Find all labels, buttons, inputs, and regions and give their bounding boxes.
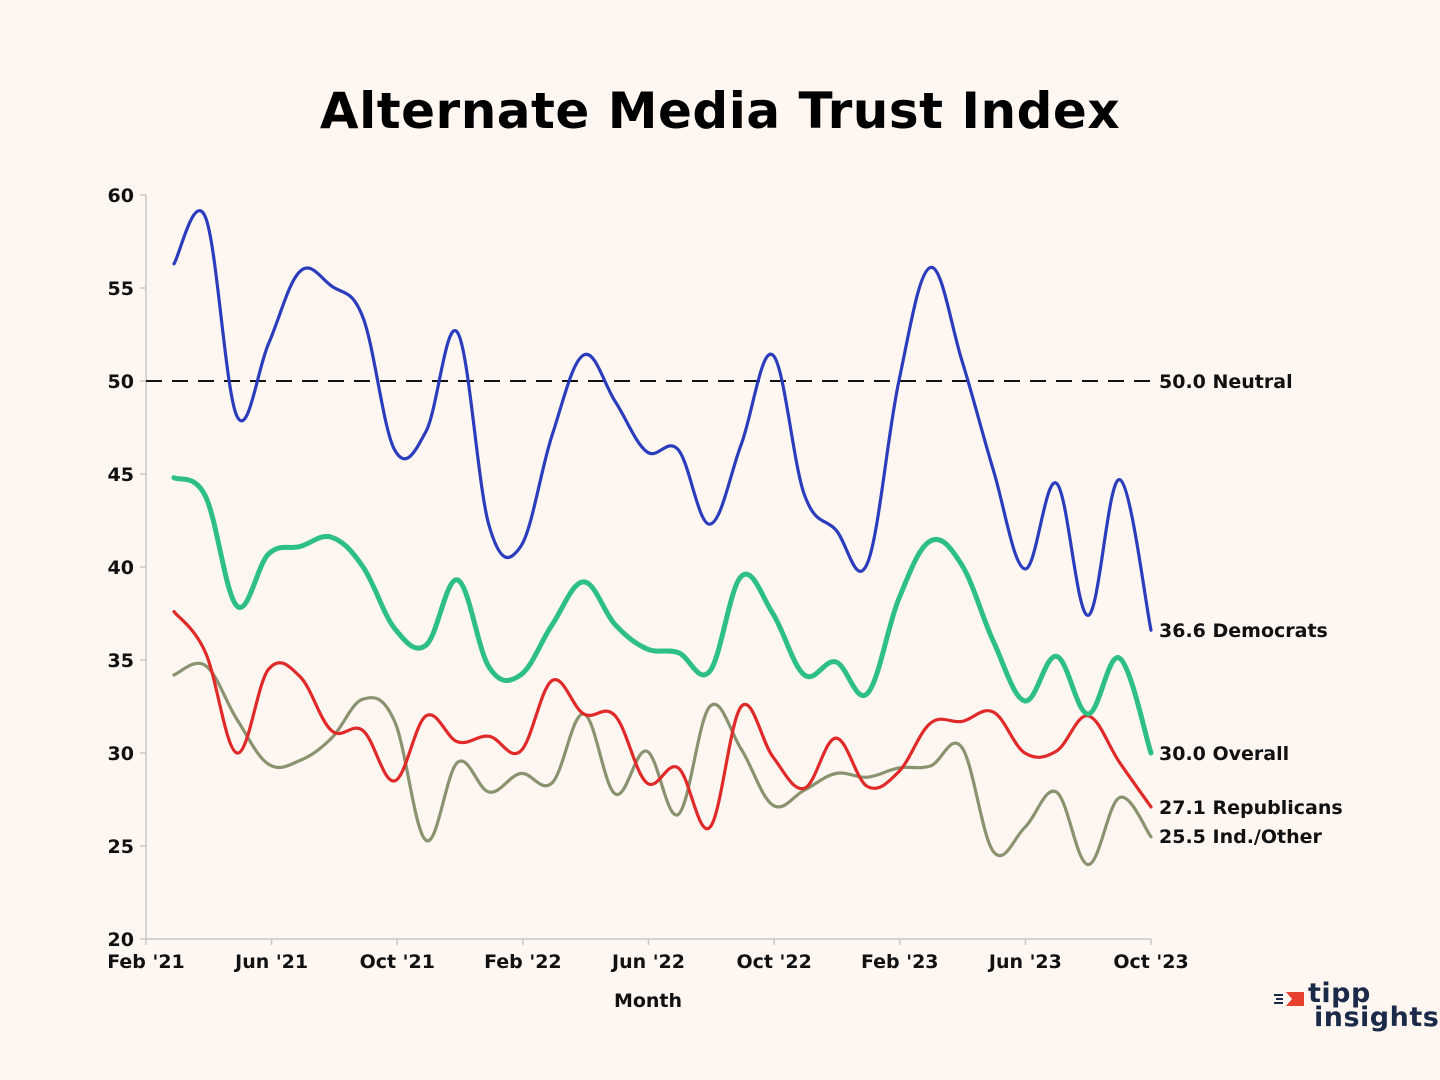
x-tick-label: Oct '21 [360,951,435,973]
logo-arrow-icon [1274,992,1304,1006]
x-tick-label: Jun '21 [233,951,308,973]
logo-text-insights: insights [1314,1002,1440,1033]
x-axis-title: Month [614,990,682,1012]
series-line-democrats [172,209,1153,632]
end-label-democrats: 36.6 Democrats [1159,620,1328,642]
end-label-republicans: 27.1 Republicans [1159,797,1343,819]
axes: 20 25 30 35 40 45 50 55 60 Feb '21 Jun '21 Oct '21 F… [107,185,1188,973]
x-tick-label: Jun '22 [610,951,685,973]
series-line-overall [171,475,1154,756]
series-group [171,209,1154,867]
x-tick-label: Feb '22 [484,951,562,973]
x-tick-label: Oct '23 [1113,951,1188,973]
y-tick-label: 40 [108,557,134,579]
tipp-insights-logo: tipp insights [1274,978,1439,1044]
end-label-ind-other: 25.5 Ind./Other [1159,826,1322,848]
series-line-ind-other [172,661,1153,867]
neutral-reference-label: 50.0 Neutral [1159,371,1293,393]
x-tick-label: Jun '23 [987,951,1062,973]
y-tick-label: 30 [108,743,134,765]
x-tick-label: Feb '23 [861,951,939,973]
reference-line-group: 50.0 Neutral [146,371,1293,393]
series-line-republicans [172,610,1153,831]
y-tick-label: 50 [108,371,134,393]
end-label-overall: 30.0 Overall [1159,743,1289,765]
x-tick-label: Feb '21 [107,951,185,973]
y-tick-label: 55 [108,278,134,300]
x-tick-label: Oct '22 [736,951,811,973]
y-tick-label: 20 [108,929,134,951]
chart-title: Alternate Media Trust Index [319,82,1121,140]
y-tick-label: 60 [108,185,134,207]
y-tick-label: 25 [108,836,134,858]
logo-text-tipp: tipp [1308,978,1371,1009]
y-tick-label: 35 [108,650,134,672]
end-labels-group: 25.5 Ind./Other 27.1 Republicans 30.0 Over… [1159,620,1343,848]
y-tick-label: 45 [108,464,134,486]
